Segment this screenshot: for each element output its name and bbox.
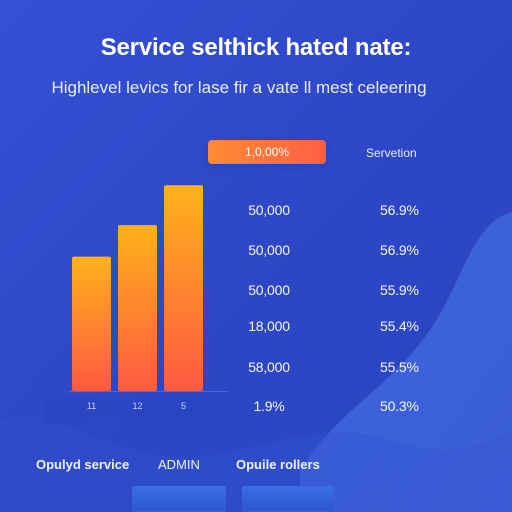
- metrics-table: 50,000 56.9% 50,000 56.9% 50,000 55.9% 1…: [240, 201, 440, 414]
- x-tick-label: 12: [132, 401, 142, 411]
- page-title: Service selthick hated nate:: [100, 34, 412, 61]
- table-cell-value-left: 50,000: [248, 202, 290, 218]
- bottom-button-right[interactable]: [242, 486, 334, 512]
- table-row: 1.9% 50.3%: [240, 397, 440, 415]
- table-row: 18,000 55.4%: [240, 317, 440, 335]
- chart-base-shade: [44, 397, 226, 426]
- footer-label-opuile-rollers: Opuile rollers: [236, 457, 320, 472]
- table-row: 50,000 55.9%: [240, 281, 440, 299]
- table-cell-value-right: 56.9%: [380, 242, 419, 258]
- table-cell-value-left: 58,000: [248, 359, 290, 375]
- footer-label-opulyd-service: Opulyd service: [36, 457, 130, 472]
- table-row: 50,000 56.9%: [240, 201, 440, 219]
- table-header-label: Servetion: [366, 146, 417, 160]
- table-row: 58,000 55.5%: [240, 358, 440, 376]
- table-cell-value-left: 50,000: [248, 282, 290, 298]
- table-row: 50,000 56.9%: [240, 241, 440, 259]
- table-cell-value-right: 55.5%: [380, 359, 419, 375]
- bar-chart-svg: 11 12 5: [70, 185, 228, 411]
- bar: [164, 185, 203, 391]
- table-cell-value-right: 56.9%: [380, 202, 419, 218]
- table-cell-value-left: 50,000: [248, 242, 290, 258]
- bar: [118, 225, 157, 391]
- footer-label-admin: ADMIN: [158, 457, 200, 472]
- bar-chart: 11 12 5: [44, 180, 254, 420]
- table-cell-value-right: 55.4%: [380, 318, 419, 334]
- table-cell-value-left: 18,000: [248, 318, 290, 334]
- table-cell-value-right: 55.9%: [380, 282, 419, 298]
- x-tick-label: 5: [181, 401, 186, 411]
- highlight-pill: 1,0,00%: [208, 140, 326, 164]
- x-tick-label: 11: [87, 401, 96, 411]
- page-subtitle: Highlevel levics for lase fir a vate ll …: [51, 78, 427, 97]
- bar: [72, 256, 111, 391]
- table-cell-value-left: 1.9%: [253, 398, 285, 414]
- background-band: [0, 417, 512, 512]
- bottom-button-left[interactable]: [132, 486, 226, 512]
- table-cell-value-right: 50.3%: [380, 398, 419, 414]
